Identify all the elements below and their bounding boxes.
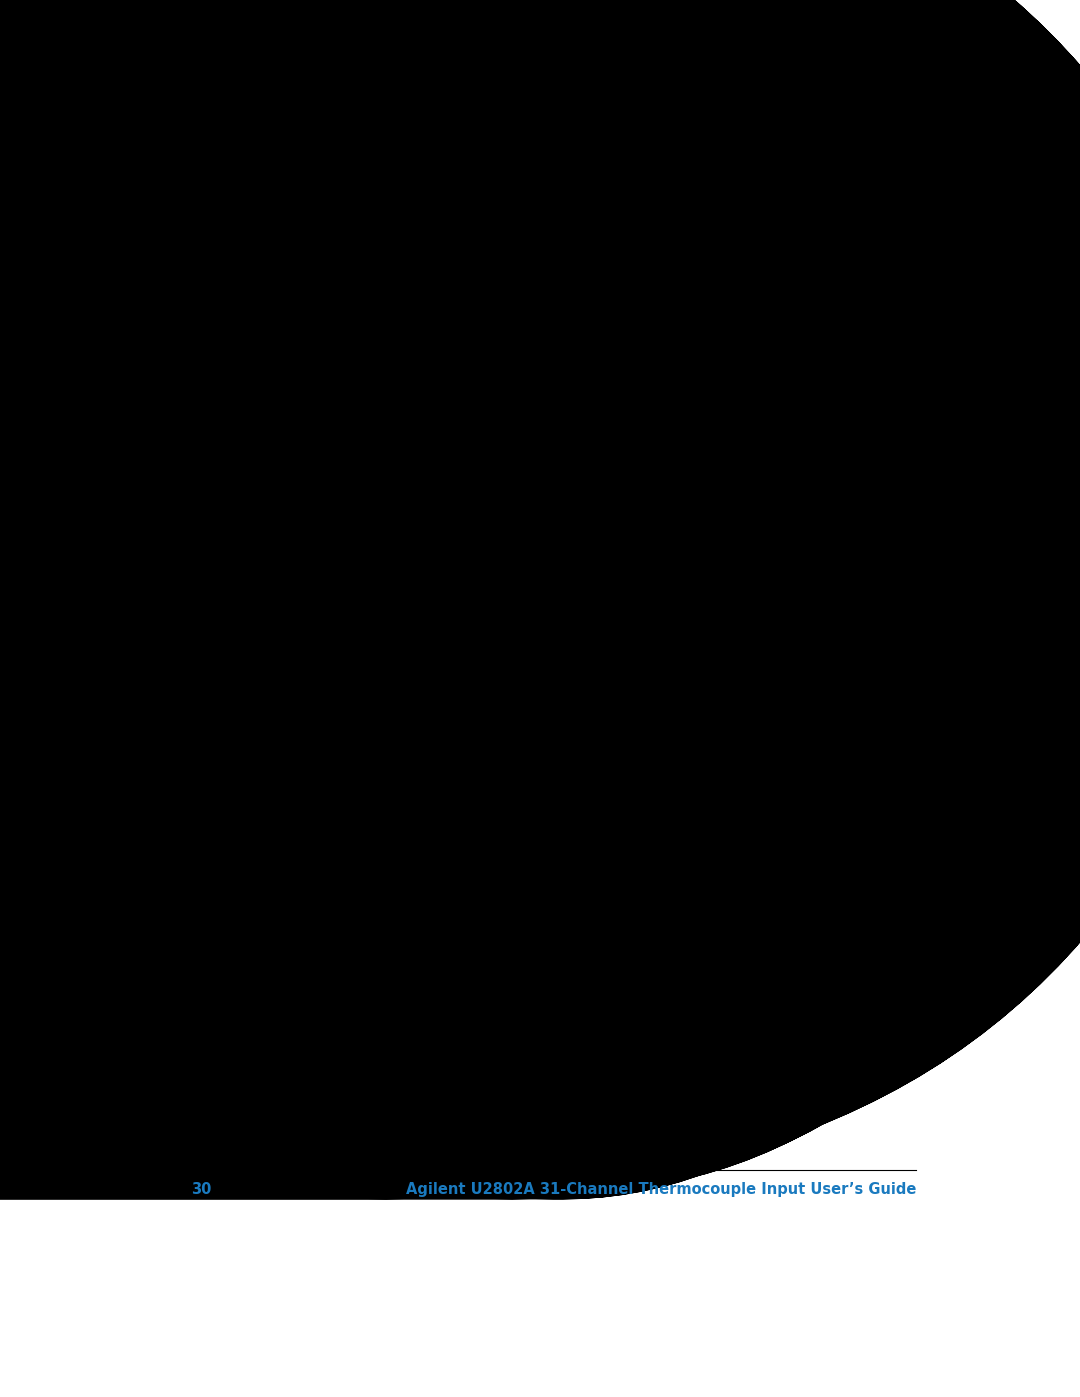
Text: Rear Connector 2: Rear Connector 2: [743, 743, 753, 821]
FancyBboxPatch shape: [459, 493, 510, 527]
Text: Functional block diagram for U2802A: Functional block diagram for U2802A: [364, 882, 654, 897]
Text: ...: ...: [349, 789, 361, 802]
Polygon shape: [554, 678, 578, 724]
Text: ...: ...: [350, 775, 362, 788]
Text: 10MΩ: 10MΩ: [342, 458, 364, 468]
FancyBboxPatch shape: [368, 645, 379, 651]
Text: The block diagram below in Figure 2-3 illustrates the key functional
components : The block diagram below in Figure 2-3 il…: [327, 305, 834, 334]
Text: AI0#: AI0#: [581, 497, 604, 507]
FancyBboxPatch shape: [368, 655, 379, 659]
Text: 4 Hz RC
Lowpass
Filter: 4 Hz RC Lowpass Filter: [465, 686, 503, 715]
Text: Buffer: Buffer: [514, 791, 543, 800]
FancyBboxPatch shape: [459, 683, 510, 718]
Text: TC17+: TC17+: [294, 631, 322, 640]
Text: Switch: Switch: [327, 450, 353, 460]
Text: ...: ...: [389, 584, 401, 598]
Text: 30: 30: [191, 1182, 212, 1197]
FancyBboxPatch shape: [330, 631, 350, 645]
Polygon shape: [517, 780, 546, 812]
Text: Screw Terminals: Screw Terminals: [281, 594, 291, 672]
Text: ...: ...: [392, 789, 404, 802]
Polygon shape: [517, 685, 546, 717]
Text: 10MΩ: 10MΩ: [342, 719, 364, 729]
FancyBboxPatch shape: [743, 796, 760, 851]
Polygon shape: [422, 680, 449, 722]
Text: TC1+: TC1+: [294, 440, 316, 450]
Text: 383Ω: 383Ω: [372, 462, 392, 471]
Text: 10MΩ: 10MΩ: [342, 529, 364, 538]
Text: Switch: Switch: [327, 634, 353, 643]
Text: Agilent U2802A 31-Channel Thermocouple Input User’s Guide: Agilent U2802A 31-Channel Thermocouple I…: [406, 1182, 916, 1197]
FancyBboxPatch shape: [279, 412, 816, 855]
FancyBboxPatch shape: [654, 791, 735, 844]
Text: Cold
Junction
Sensor: Cold Junction Sensor: [296, 780, 335, 813]
FancyBboxPatch shape: [459, 778, 510, 813]
FancyBboxPatch shape: [293, 615, 740, 791]
Text: AI148: AI148: [581, 714, 607, 724]
Text: ⋮: ⋮: [581, 504, 593, 515]
FancyBboxPatch shape: [387, 434, 416, 585]
Polygon shape: [517, 493, 546, 527]
Text: 4 Hz RC
Lowpass
Filter: 4 Hz RC Lowpass Filter: [465, 495, 503, 525]
FancyBboxPatch shape: [387, 626, 416, 775]
Text: TC1-: TC1-: [294, 448, 312, 458]
Text: Rear Connector 1: Rear Connector 1: [747, 570, 756, 648]
Polygon shape: [554, 486, 578, 534]
FancyBboxPatch shape: [654, 719, 735, 781]
Text: 383Ω: 383Ω: [372, 453, 392, 461]
Text: 383Ω: 383Ω: [372, 652, 392, 662]
Text: MUX: MUX: [390, 504, 414, 515]
FancyBboxPatch shape: [368, 464, 379, 469]
Text: ⋮: ⋮: [294, 659, 305, 669]
Text: 4 Hz RC
Lowpass
Filter: 4 Hz RC Lowpass Filter: [465, 781, 503, 810]
FancyBboxPatch shape: [356, 647, 367, 651]
Text: MUX: MUX: [390, 696, 414, 705]
Text: ...: ...: [552, 789, 564, 802]
Text: ⋮: ⋮: [581, 692, 593, 703]
Text: EXTA_TRIG: EXTA_TRIG: [747, 803, 756, 844]
Text: ⋮: ⋮: [637, 732, 648, 742]
Text: Buffer: Buffer: [514, 504, 543, 515]
Text: ...: ...: [389, 775, 401, 788]
Text: IA: IA: [429, 696, 438, 705]
Text: 10MΩ: 10MΩ: [342, 650, 364, 658]
Text: TC17-: TC17-: [294, 640, 318, 648]
Text: Functional Block Diagram: Functional Block Diagram: [313, 270, 675, 293]
FancyBboxPatch shape: [293, 423, 740, 601]
Text: Calibration
EEPROM: Calibration EEPROM: [653, 802, 737, 834]
FancyBboxPatch shape: [356, 455, 367, 460]
Text: TC16+: TC16+: [294, 485, 322, 495]
Text: TC31-: TC31-: [294, 685, 318, 693]
Text: Buffer: Buffer: [514, 696, 543, 705]
Text: TC16-: TC16-: [294, 493, 318, 503]
Text: TC31+: TC31+: [294, 676, 322, 685]
Text: ⋮: ⋮: [294, 468, 305, 478]
Polygon shape: [422, 489, 449, 531]
FancyBboxPatch shape: [356, 536, 367, 541]
Text: 2    Features and Functions: 2 Features and Functions: [191, 239, 381, 251]
Text: +15V: +15V: [328, 434, 353, 444]
Text: Trigger, Count, Timebase, and Analog Output signals from DAQ (refer to pinout se: Trigger, Count, Timebase, and Analog Out…: [334, 813, 761, 824]
FancyBboxPatch shape: [356, 728, 367, 732]
FancyBboxPatch shape: [368, 455, 379, 460]
Text: ⋮: ⋮: [637, 722, 648, 732]
Text: Digital
Control: Digital Control: [667, 735, 723, 767]
Text: AI147: AI147: [581, 704, 607, 712]
FancyBboxPatch shape: [743, 423, 760, 795]
FancyBboxPatch shape: [296, 775, 336, 817]
Text: IA: IA: [429, 504, 438, 515]
Text: AI116: AI116: [581, 517, 607, 525]
Text: AI133: AI133: [581, 683, 607, 692]
FancyBboxPatch shape: [330, 448, 350, 462]
Text: 383Ω: 383Ω: [372, 644, 392, 652]
Text: Figure 2-3: Figure 2-3: [313, 882, 397, 897]
FancyBboxPatch shape: [740, 715, 757, 848]
Text: ...: ...: [350, 584, 362, 598]
Text: +15V: +15V: [328, 617, 353, 627]
